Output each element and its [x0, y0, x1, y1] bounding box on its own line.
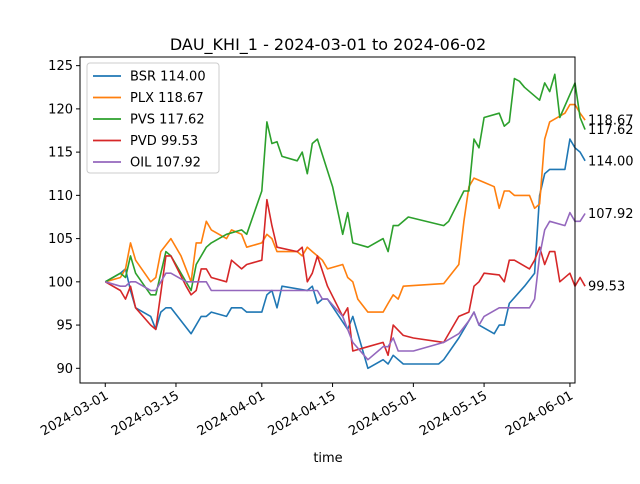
end-value-label-3: 99.53 [588, 280, 625, 295]
legend-box [86, 62, 220, 174]
y-tick-label-0: 90 [56, 362, 73, 377]
plot-frame [79, 56, 576, 384]
chart-title: DAU_KHI_1 - 2024-03-01 to 2024-06-02 [170, 35, 486, 55]
end-value-label-0: 114.00 [588, 154, 634, 169]
y-tick-label-1: 95 [56, 319, 73, 334]
legend-label-0: BSR 114.00 [130, 70, 206, 85]
end-value-label-2: 117.62 [588, 123, 634, 138]
legend: BSR 114.00 PLX 118.67 PVS 117.62 PVD 99.53 O… [86, 62, 220, 174]
x-axis-label: time [313, 451, 342, 466]
y-tick-label-6: 120 [48, 102, 73, 117]
series-layer [104, 73, 586, 370]
legend-label-4: OIL 107.92 [130, 156, 201, 171]
legend-label-1: PLX 118.67 [130, 91, 204, 106]
series-line-4 [105, 211, 586, 361]
y-tick-label-7: 125 [48, 59, 73, 74]
y-tick-label-5: 115 [48, 146, 73, 161]
legend-label-2: PVS 117.62 [130, 113, 205, 128]
y-tick-label-2: 100 [48, 275, 73, 290]
y-tick-label-3: 105 [48, 232, 73, 247]
y-axis: 90 95 100 105 110 115 120 125 [48, 59, 80, 377]
end-value-label-1: 118.67 [588, 114, 634, 129]
y-tick-label-4: 110 [48, 189, 73, 204]
end-value-label-4: 107.92 [588, 207, 634, 222]
legend-label-3: PVD 99.53 [130, 134, 198, 149]
